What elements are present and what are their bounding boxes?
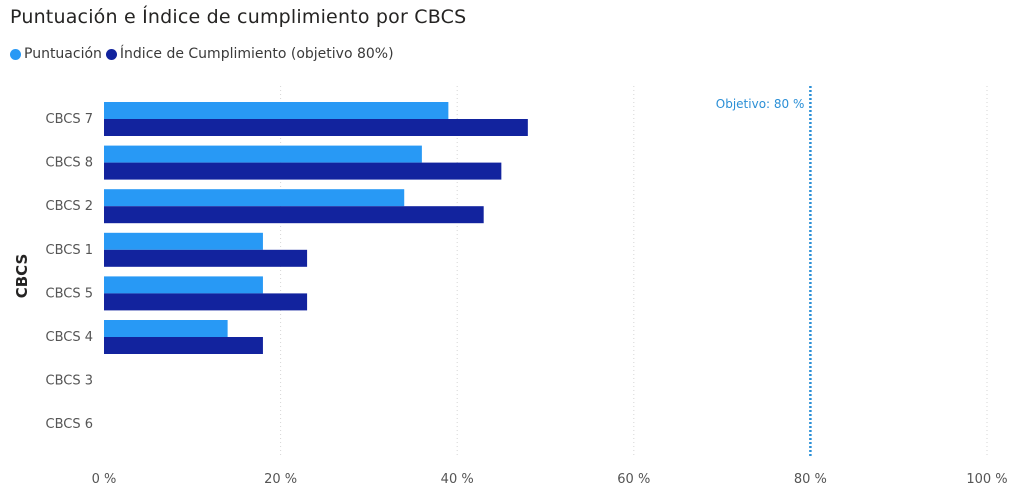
legend-dot-indice [105,48,117,60]
category-labels: CBCS 7 CBCS 8 CBCS 2 CBCS 1 CBCS 5 CBCS 4 CBCS… [46,112,94,432]
bar-puntuacion[interactable] [104,189,405,207]
legend-label-indice: Índice de Cumplimiento (objetivo 80%) [119,46,394,62]
bars [104,102,528,354]
bar-puntuacion[interactable] [104,276,263,294]
category-label: CBCS 5 [46,286,94,301]
chart-title: Puntuación e Índice de cumplimiento por … [10,6,467,28]
category-label: CBCS 2 [46,199,94,214]
bar-indice[interactable] [104,249,308,267]
x-tick-label: 40 % [441,472,474,487]
x-tick-label: 60 % [617,472,650,487]
reference-line-label: Objetivo: 80 % [716,97,805,111]
legend-label-puntuacion: Puntuación [24,46,102,62]
category-label: CBCS 7 [46,112,94,127]
category-label: CBCS 4 [46,330,94,345]
y-axis-label: CBCS [13,254,31,299]
gridlines [280,86,988,456]
bar-indice[interactable] [104,206,484,224]
category-label: CBCS 3 [46,374,94,389]
x-tick-label: 20 % [264,472,297,487]
bar-puntuacion[interactable] [104,145,422,163]
chart-legend: Puntuación Índice de Cumplimiento (objet… [10,46,398,62]
x-tick-label: 0 % [92,472,117,487]
legend-item-indice[interactable]: Índice de Cumplimiento (objetivo 80%) [105,46,394,62]
category-label: CBCS 8 [46,156,94,171]
x-tick-label: 80 % [794,472,827,487]
reference-line-group: Objetivo: 80 % [716,86,812,456]
bar-indice[interactable] [104,162,502,180]
bar-indice[interactable] [104,119,528,136]
bar-puntuacion[interactable] [104,320,228,337]
x-tick-label: 100 % [966,472,1007,487]
bar-puntuacion[interactable] [104,232,263,250]
bar-indice[interactable] [104,337,263,354]
category-label: CBCS 6 [46,417,94,432]
x-tick-labels: 0 % 20 % 40 % 60 % 80 % 100 % [92,472,1008,487]
bar-indice[interactable] [104,293,308,311]
category-label: CBCS 1 [46,243,94,258]
bar-puntuacion[interactable] [104,102,449,119]
legend-item-puntuacion[interactable]: Puntuación [10,46,102,62]
legend-dot-puntuacion [10,48,21,60]
